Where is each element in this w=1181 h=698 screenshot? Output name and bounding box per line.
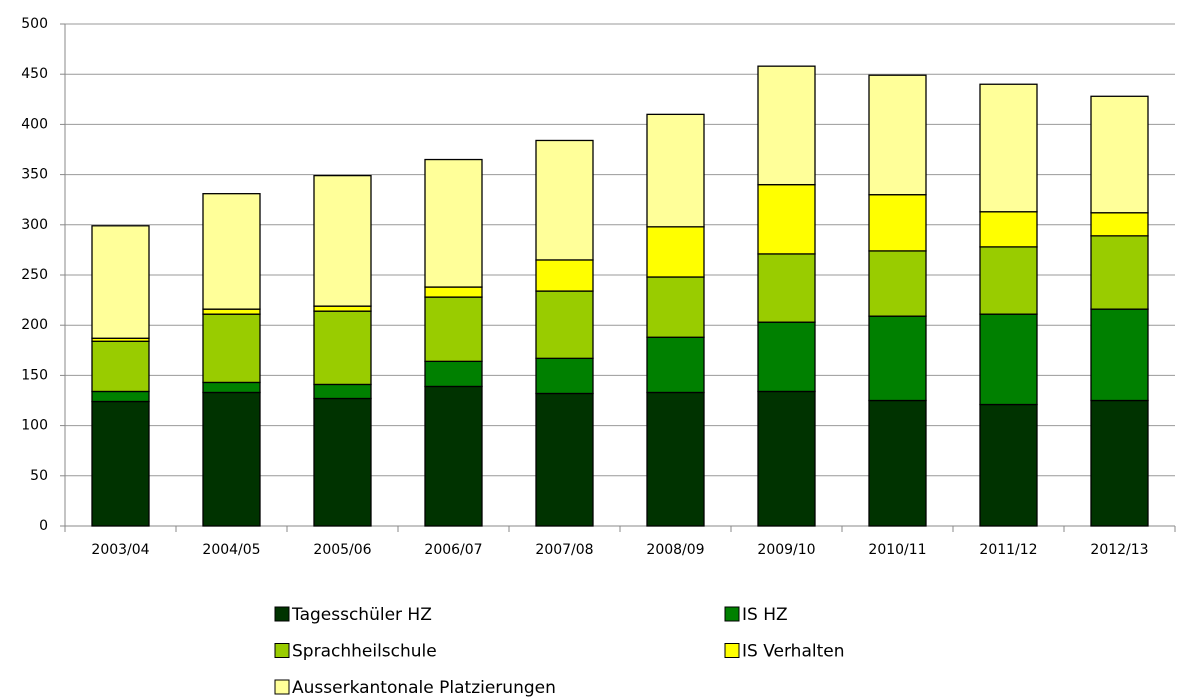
y-tick-label: 150 [21,367,48,383]
bar-segment [979,246,1038,315]
bar-segment [1090,212,1149,237]
legend-label: Sprachheilschule [292,642,437,662]
bar-segment [535,259,594,292]
bar-segment [313,174,372,307]
bar-segment [202,313,261,384]
bar-segment [757,183,816,255]
y-tick-label: 500 [21,16,48,32]
legend-label: IS Verhalten [742,642,844,662]
bar-segment [313,397,372,527]
bar-segment [868,194,927,252]
bar-segment [979,313,1038,406]
x-tick-label: 2012/13 [1090,542,1148,558]
bar-segment [646,391,705,527]
bar-segment [646,276,705,338]
x-tick-label: 2011/12 [979,542,1037,558]
x-tick-label: 2005/06 [313,542,371,558]
bar-segment [91,340,150,393]
bar-segment [868,315,927,402]
legend-label: Tagesschüler HZ [291,605,432,625]
bar-segment [868,250,927,317]
x-tick-label: 2009/10 [757,542,815,558]
bar-segment [1090,399,1149,527]
legend-label: IS HZ [742,605,788,625]
y-tick-label: 200 [21,317,48,333]
y-tick-label: 400 [21,116,48,132]
bar-segment [91,225,150,339]
x-tick-label: 2004/05 [202,542,260,558]
bar-segment [535,357,594,395]
bar-segment [424,286,483,298]
bar-segment [646,226,705,278]
bar-segment [868,74,927,196]
bar-segment [646,336,705,394]
bar-segment [757,321,816,393]
bar-segment [979,403,1038,527]
x-tick-label: 2006/07 [424,542,482,558]
y-tick-label: 250 [21,267,48,283]
bar-segment [979,83,1038,213]
y-tick-label: 450 [21,66,48,82]
y-tick-label: 300 [21,217,48,233]
bar-segment [757,253,816,323]
bar-segment [535,290,594,359]
legend-swatch [724,606,740,622]
bar-segment [91,390,150,403]
x-tick-label: 2010/11 [868,542,926,558]
bar-segment [535,139,594,261]
legend-swatch [274,643,290,658]
bar-segment [868,399,927,527]
x-tick-label: 2008/09 [646,542,704,558]
bar-segment [757,65,816,186]
bar-segment [646,113,705,228]
bar-segment [424,296,483,362]
legend-swatch [724,643,740,658]
y-tick-label: 350 [21,167,48,183]
x-tick-label: 2003/04 [91,542,149,558]
y-tick-label: 50 [30,468,48,484]
bar-segment [202,308,261,315]
legend-swatch [274,606,290,622]
bar-segment [91,400,150,527]
bar-segment [313,305,372,312]
bar-segment [1090,308,1149,402]
bar-segment [1090,95,1149,214]
bar-segment [313,310,372,386]
bar-segment [313,383,372,400]
x-tick-label: 2007/08 [535,542,593,558]
bar-segment [979,211,1038,248]
legend-label: Ausserkantonale Platzierungen [292,678,556,698]
bar-segment [424,385,483,527]
bar-segment [424,158,483,288]
y-tick-label: 0 [39,518,48,534]
bar-segment [202,193,261,310]
y-tick-label: 100 [21,418,48,434]
bar-segment [424,360,483,388]
bar-segment [1090,235,1149,310]
bar-segment [202,381,261,394]
bar-segment [202,391,261,527]
bar-segment [757,390,816,527]
legend-swatch [274,679,290,695]
bar-segment [535,392,594,527]
